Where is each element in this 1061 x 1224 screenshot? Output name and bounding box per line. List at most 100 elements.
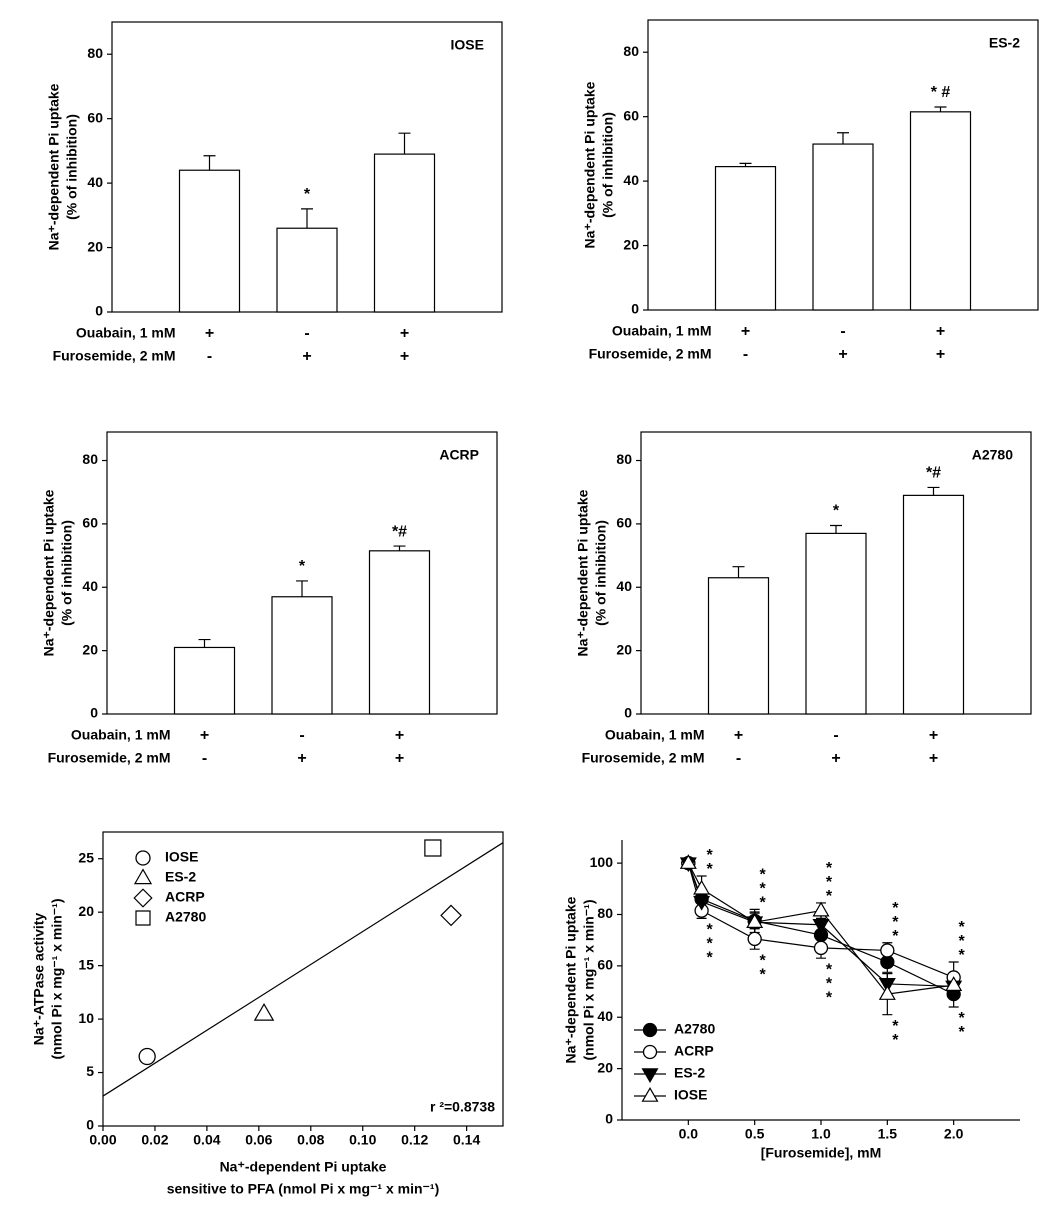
treatment-sign: + xyxy=(395,727,404,744)
treatment-sign: + xyxy=(741,323,750,340)
y-tick-label: 80 xyxy=(616,451,632,467)
x-tick-label: 1.5 xyxy=(878,1126,898,1142)
treatment-sign: + xyxy=(936,323,945,340)
error-bar xyxy=(732,566,745,578)
marker xyxy=(135,850,151,866)
legend-label: ES-2 xyxy=(165,869,196,885)
y-axis-label: Na⁺-dependent Pi uptake xyxy=(41,489,57,656)
y-tick-label: 60 xyxy=(597,957,613,973)
treatment-sign: - xyxy=(202,750,207,767)
significance-label: *# xyxy=(926,465,941,482)
significance-star: * xyxy=(760,881,767,898)
y-tick-label: 0 xyxy=(90,705,98,721)
treatment-sign: + xyxy=(400,325,409,342)
treatment-sign: - xyxy=(743,346,748,363)
treatment-sign: + xyxy=(200,727,209,744)
x-tick-label: 2.0 xyxy=(944,1126,964,1142)
significance-star: * xyxy=(706,950,713,967)
legend-label: ES-2 xyxy=(674,1065,705,1081)
legend-label: ACRP xyxy=(165,889,205,905)
treatment-name: Ouabain, 1 mM xyxy=(76,325,176,341)
significance-star: * xyxy=(959,933,966,950)
legend-label: A2780 xyxy=(674,1021,715,1037)
x-axis-label: sensitive to PFA (nmol Pi x mg⁻¹ x min⁻¹… xyxy=(167,1181,440,1197)
r-squared: r ²=0.8738 xyxy=(430,1099,495,1115)
y-tick-label: 0 xyxy=(95,303,103,319)
panel-title: ES-2 xyxy=(989,35,1020,51)
significance-star: * xyxy=(892,1032,899,1049)
bar xyxy=(173,646,236,715)
y-tick-label: 60 xyxy=(82,515,98,531)
error-bar xyxy=(398,132,411,155)
treatment-sign: - xyxy=(736,750,741,767)
y-tick-label: 60 xyxy=(616,515,632,531)
significance-star: * xyxy=(826,975,833,992)
significance-star: * xyxy=(826,989,833,1006)
treatment-sign: + xyxy=(929,727,938,744)
fit-line xyxy=(102,842,504,1097)
treatment-name: Furosemide, 2 mM xyxy=(589,346,712,362)
bar xyxy=(178,169,241,313)
y-tick-label: 0 xyxy=(605,1111,613,1127)
marker xyxy=(133,868,153,885)
y-tick-label: 40 xyxy=(87,174,103,190)
y-tick-label: 60 xyxy=(623,107,639,123)
y-tick-label: 20 xyxy=(616,641,632,657)
marker xyxy=(693,895,711,911)
x-tick-label: 0.5 xyxy=(745,1126,765,1142)
legend-label: A2780 xyxy=(165,909,206,925)
x-tick-label: 0.10 xyxy=(349,1132,376,1148)
significance-star: * xyxy=(892,914,899,931)
significance-star: * xyxy=(760,952,767,969)
significance-star: * xyxy=(706,861,713,878)
y-tick-label: 10 xyxy=(78,1010,94,1026)
x-tick-label: 0.06 xyxy=(245,1132,272,1148)
treatment-sign: - xyxy=(299,727,304,744)
treatment-sign: + xyxy=(205,325,214,342)
significance-label: * # xyxy=(931,84,951,101)
marker xyxy=(135,910,151,926)
x-tick-label: 0.00 xyxy=(89,1132,116,1148)
treatment-name: Ouabain, 1 mM xyxy=(612,323,712,339)
y-axis-label: Na⁺-dependent Pi uptake xyxy=(46,83,62,250)
marker xyxy=(253,1002,275,1021)
marker xyxy=(693,879,711,895)
y-tick-label: 20 xyxy=(87,238,103,254)
y-axis-label: (nmol Pi x mg⁻¹ x min⁻¹) xyxy=(49,898,65,1059)
y-axis-label: (nmol Pi x mg⁻¹ x min⁻¹) xyxy=(581,899,597,1060)
treatment-sign: + xyxy=(936,346,945,363)
treatment-sign: - xyxy=(304,325,309,342)
x-tick-label: 0.0 xyxy=(679,1126,699,1142)
y-tick-label: 15 xyxy=(78,956,94,972)
y-axis-label: Na⁺-dependent Pi uptake xyxy=(582,81,598,248)
plot-frame xyxy=(102,831,504,1127)
x-tick-label: 1.0 xyxy=(811,1126,831,1142)
significance-label: * xyxy=(833,503,840,520)
bar xyxy=(714,166,777,311)
legend-label: IOSE xyxy=(674,1087,707,1103)
error-bar xyxy=(837,132,849,145)
treatment-sign: + xyxy=(929,750,938,767)
significance-star: * xyxy=(826,888,833,905)
y-axis-label: Na⁺-dependent Pi uptake xyxy=(575,489,591,656)
marker xyxy=(813,940,829,956)
bar xyxy=(707,577,770,715)
treatment-sign: - xyxy=(840,323,845,340)
y-tick-label: 100 xyxy=(590,854,614,870)
treatment-name: Furosemide, 2 mM xyxy=(53,348,176,364)
marker xyxy=(746,913,764,929)
significance-label: * xyxy=(304,186,311,203)
marker xyxy=(945,976,963,991)
treatment-sign: + xyxy=(838,346,847,363)
bar xyxy=(812,143,874,311)
treatment-sign: + xyxy=(297,750,306,767)
bar xyxy=(276,227,338,313)
marker xyxy=(440,904,462,927)
significance-label: *# xyxy=(392,523,407,540)
marker xyxy=(878,985,896,1000)
marker xyxy=(642,1022,658,1038)
y-tick-label: 80 xyxy=(82,451,98,467)
significance-star: * xyxy=(760,867,767,884)
marker xyxy=(138,1047,156,1066)
significance-star: * xyxy=(706,922,713,939)
